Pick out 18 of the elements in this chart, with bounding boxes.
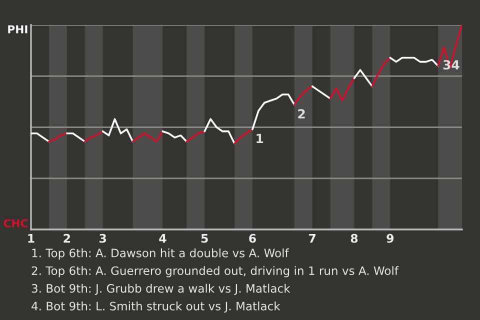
x-tick-label: 2 bbox=[64, 234, 70, 243]
ref-line-label: PHI bbox=[8, 25, 28, 34]
annotation: 1 bbox=[256, 134, 264, 143]
x-tick-label: 3 bbox=[100, 234, 106, 243]
x-tick-label: 6 bbox=[249, 234, 256, 243]
x-tick-label: 7 bbox=[309, 234, 316, 243]
annotation: 4 bbox=[452, 60, 460, 70]
annotation: 2 bbox=[298, 109, 305, 118]
x-tick-label: 4 bbox=[159, 234, 166, 243]
x-tick-label: 5 bbox=[201, 234, 208, 243]
x-tick-label: 8 bbox=[350, 234, 358, 243]
text: 1. Top 6th: A. Dawson hit a double vs A. Wolf bbox=[32, 248, 290, 260]
text: 2. Top 6th: A. Guerrero grounded out, driving in 1 run vs A. Wolf bbox=[32, 266, 399, 278]
text: 4. Bot 9th: L. Smith struck out vs J. Matlack bbox=[32, 302, 280, 313]
x-tick-label: 1 bbox=[28, 234, 34, 243]
ref-line-label: CHC bbox=[4, 219, 28, 228]
text: 3. Bot 9th: J. Grubb drew a walk vs J. Matlack bbox=[32, 284, 290, 295]
x-tick-label: 9 bbox=[386, 234, 394, 243]
